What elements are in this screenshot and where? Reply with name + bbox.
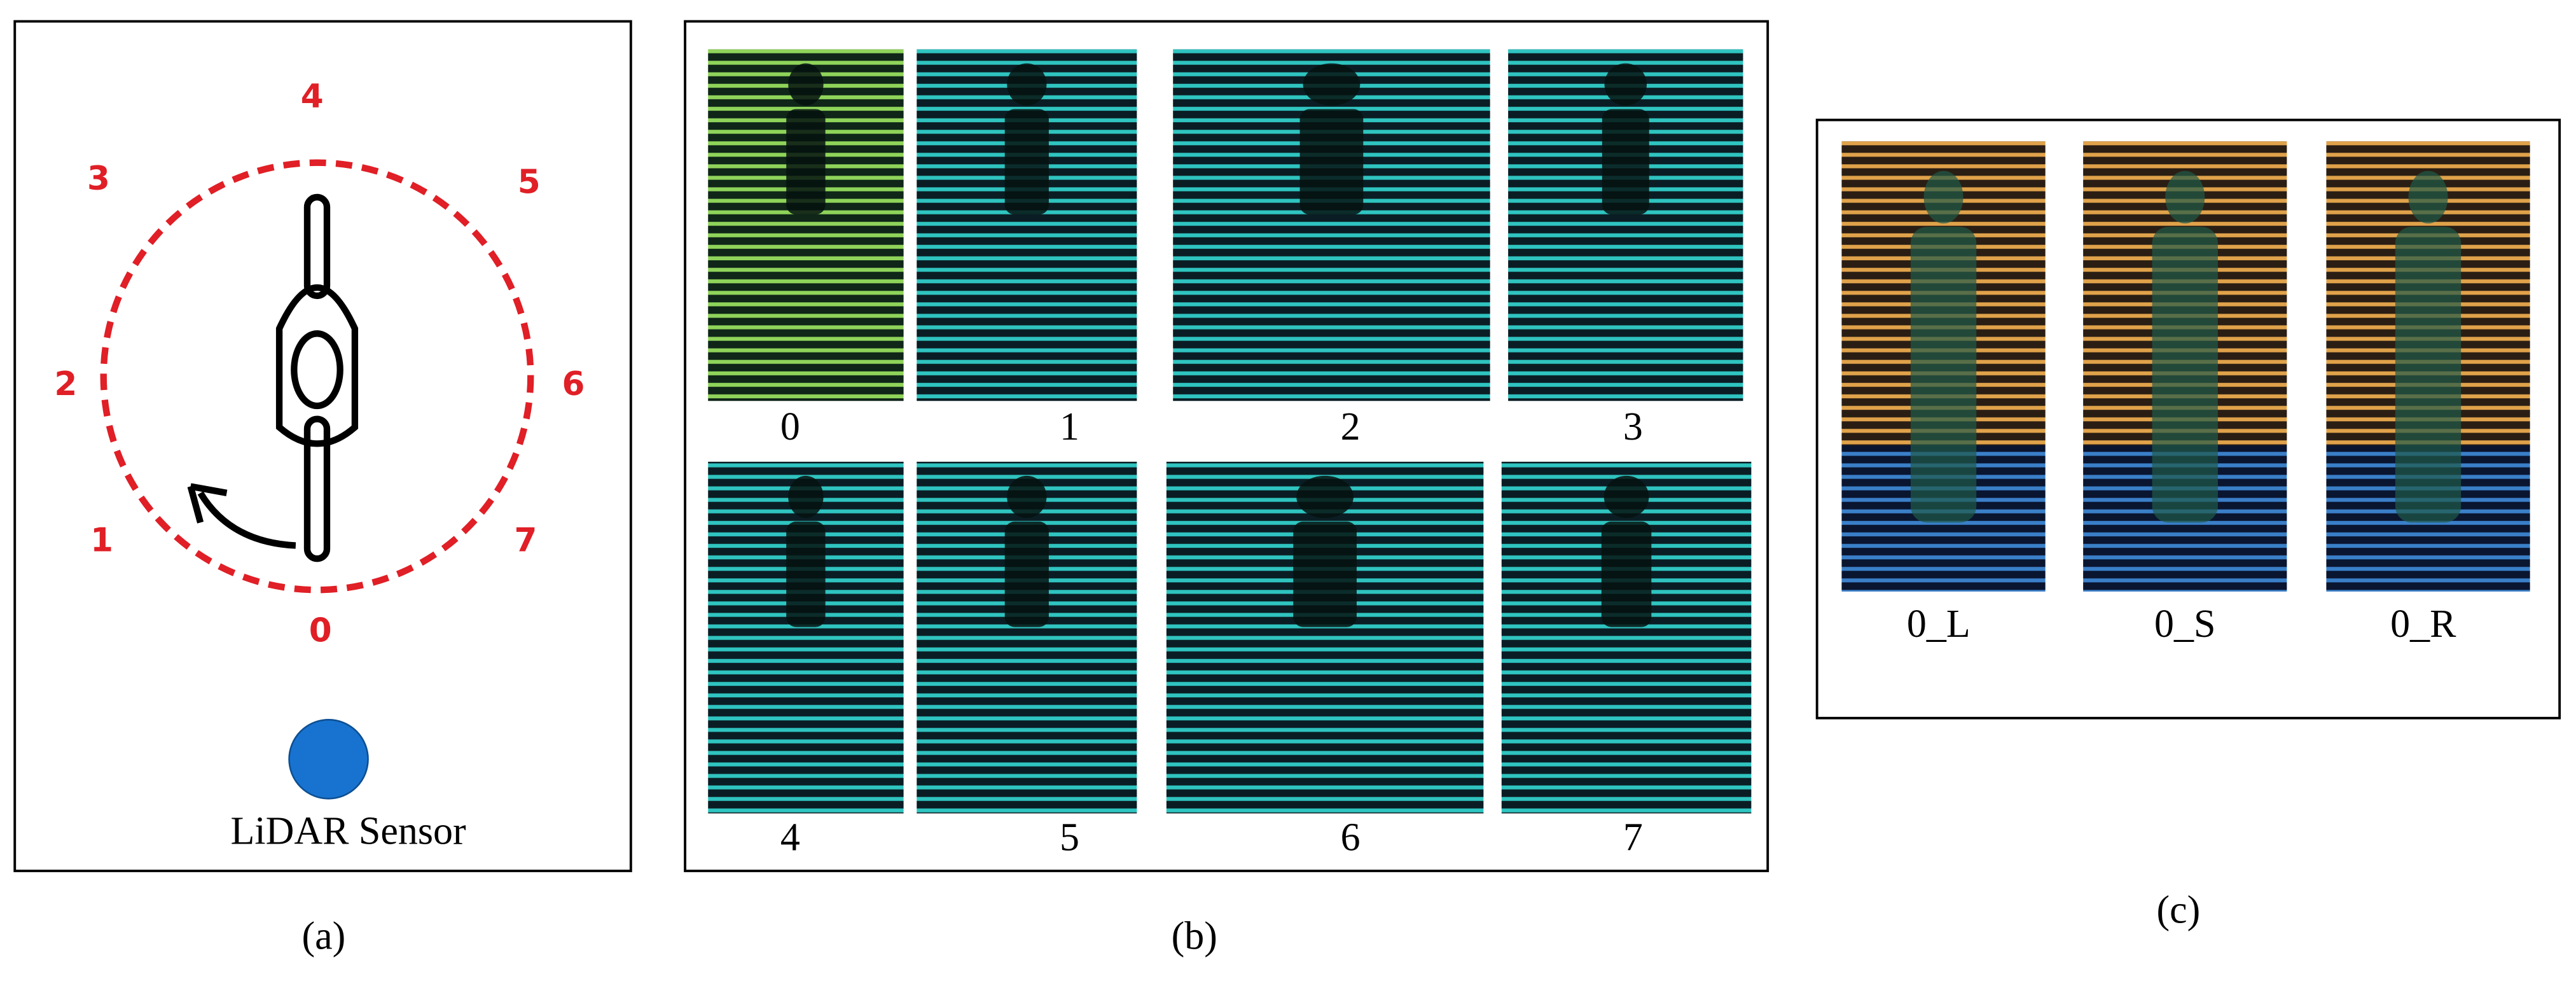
silhouette: [1601, 475, 1652, 627]
silhouette: [786, 475, 826, 627]
silhouette: [1004, 63, 1049, 215]
lidar-image: [708, 49, 904, 401]
head: [788, 475, 824, 518]
lidar-image: [1173, 49, 1490, 401]
silhouette: [1004, 475, 1049, 627]
image-label: 7: [1623, 816, 1643, 859]
lidar-sensor-icon: [288, 719, 369, 800]
torso: [1004, 521, 1049, 627]
image-label: 0_R: [2390, 602, 2456, 646]
panel-b-frame: [684, 20, 1769, 872]
image-label: 5: [1060, 816, 1079, 859]
image-label: 1: [1060, 405, 1079, 449]
head: [788, 63, 824, 106]
torso: [786, 109, 826, 215]
lidar-image: [1508, 49, 1743, 401]
direction-label: 5: [518, 163, 541, 201]
head: [1007, 63, 1047, 106]
image-label: 4: [780, 816, 800, 859]
lidar-image: [1501, 461, 1752, 814]
direction-label: 2: [54, 365, 77, 403]
torso: [1910, 226, 1977, 523]
panel-a-frame: [13, 20, 632, 872]
image-label: 0: [780, 405, 800, 449]
head: [1923, 170, 1963, 224]
lidar-image: [917, 461, 1137, 814]
bicycle-icon: [187, 193, 359, 562]
panel-c-frame: [1815, 118, 2561, 720]
head: [1296, 475, 1354, 518]
silhouette: [1293, 475, 1357, 627]
caption: (b): [1172, 915, 1217, 958]
lidar-image: [1166, 461, 1484, 814]
image-label: 6: [1341, 816, 1361, 859]
silhouette: [1910, 170, 1977, 523]
torso: [1299, 109, 1364, 215]
torso: [1602, 109, 1649, 215]
head: [1604, 63, 1647, 106]
silhouette: [2395, 170, 2462, 523]
torso: [786, 521, 826, 627]
image-label: 0_S: [2154, 602, 2215, 646]
direction-label: 4: [301, 78, 324, 116]
torso: [1601, 521, 1652, 627]
direction-label: 7: [515, 521, 537, 559]
lidar-image: [917, 49, 1137, 401]
head: [1007, 475, 1047, 518]
head: [1303, 63, 1361, 106]
image-label: 0_L: [1907, 602, 1970, 646]
head: [1603, 475, 1649, 518]
lidar-image: [708, 461, 904, 814]
torso: [2152, 226, 2218, 523]
torso: [2395, 226, 2462, 523]
torso: [1004, 109, 1049, 215]
torso: [1293, 521, 1357, 627]
silhouette: [2152, 170, 2218, 523]
image-label: 3: [1623, 405, 1643, 449]
direction-circle: [100, 159, 534, 594]
direction-label: 1: [90, 521, 113, 559]
caption: (c): [2157, 888, 2201, 931]
direction-label: 6: [562, 365, 585, 403]
silhouette: [1602, 63, 1649, 215]
direction-label: 3: [87, 160, 110, 198]
direction-label: 0: [309, 611, 332, 650]
sensor-label: LiDAR Sensor: [231, 809, 466, 852]
head: [2408, 170, 2448, 224]
silhouette: [786, 63, 826, 215]
head: [2165, 170, 2205, 224]
image-label: 2: [1341, 405, 1361, 449]
caption: (a): [301, 915, 345, 958]
silhouette: [1299, 63, 1364, 215]
